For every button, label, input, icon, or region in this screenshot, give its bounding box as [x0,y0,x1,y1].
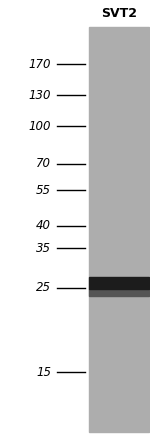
Text: 130: 130 [28,89,51,102]
Bar [89,289,149,296]
Text: 100: 100 [28,120,51,133]
Text: 70: 70 [36,157,51,171]
Text: 170: 170 [28,58,51,71]
Text: 15: 15 [36,365,51,379]
Text: 35: 35 [36,241,51,255]
Text: 25: 25 [36,281,51,295]
Text: 55: 55 [36,184,51,197]
Text: SVT2: SVT2 [101,7,137,20]
Text: 40: 40 [36,219,51,233]
Bar [89,27,149,432]
Bar [89,277,149,289]
